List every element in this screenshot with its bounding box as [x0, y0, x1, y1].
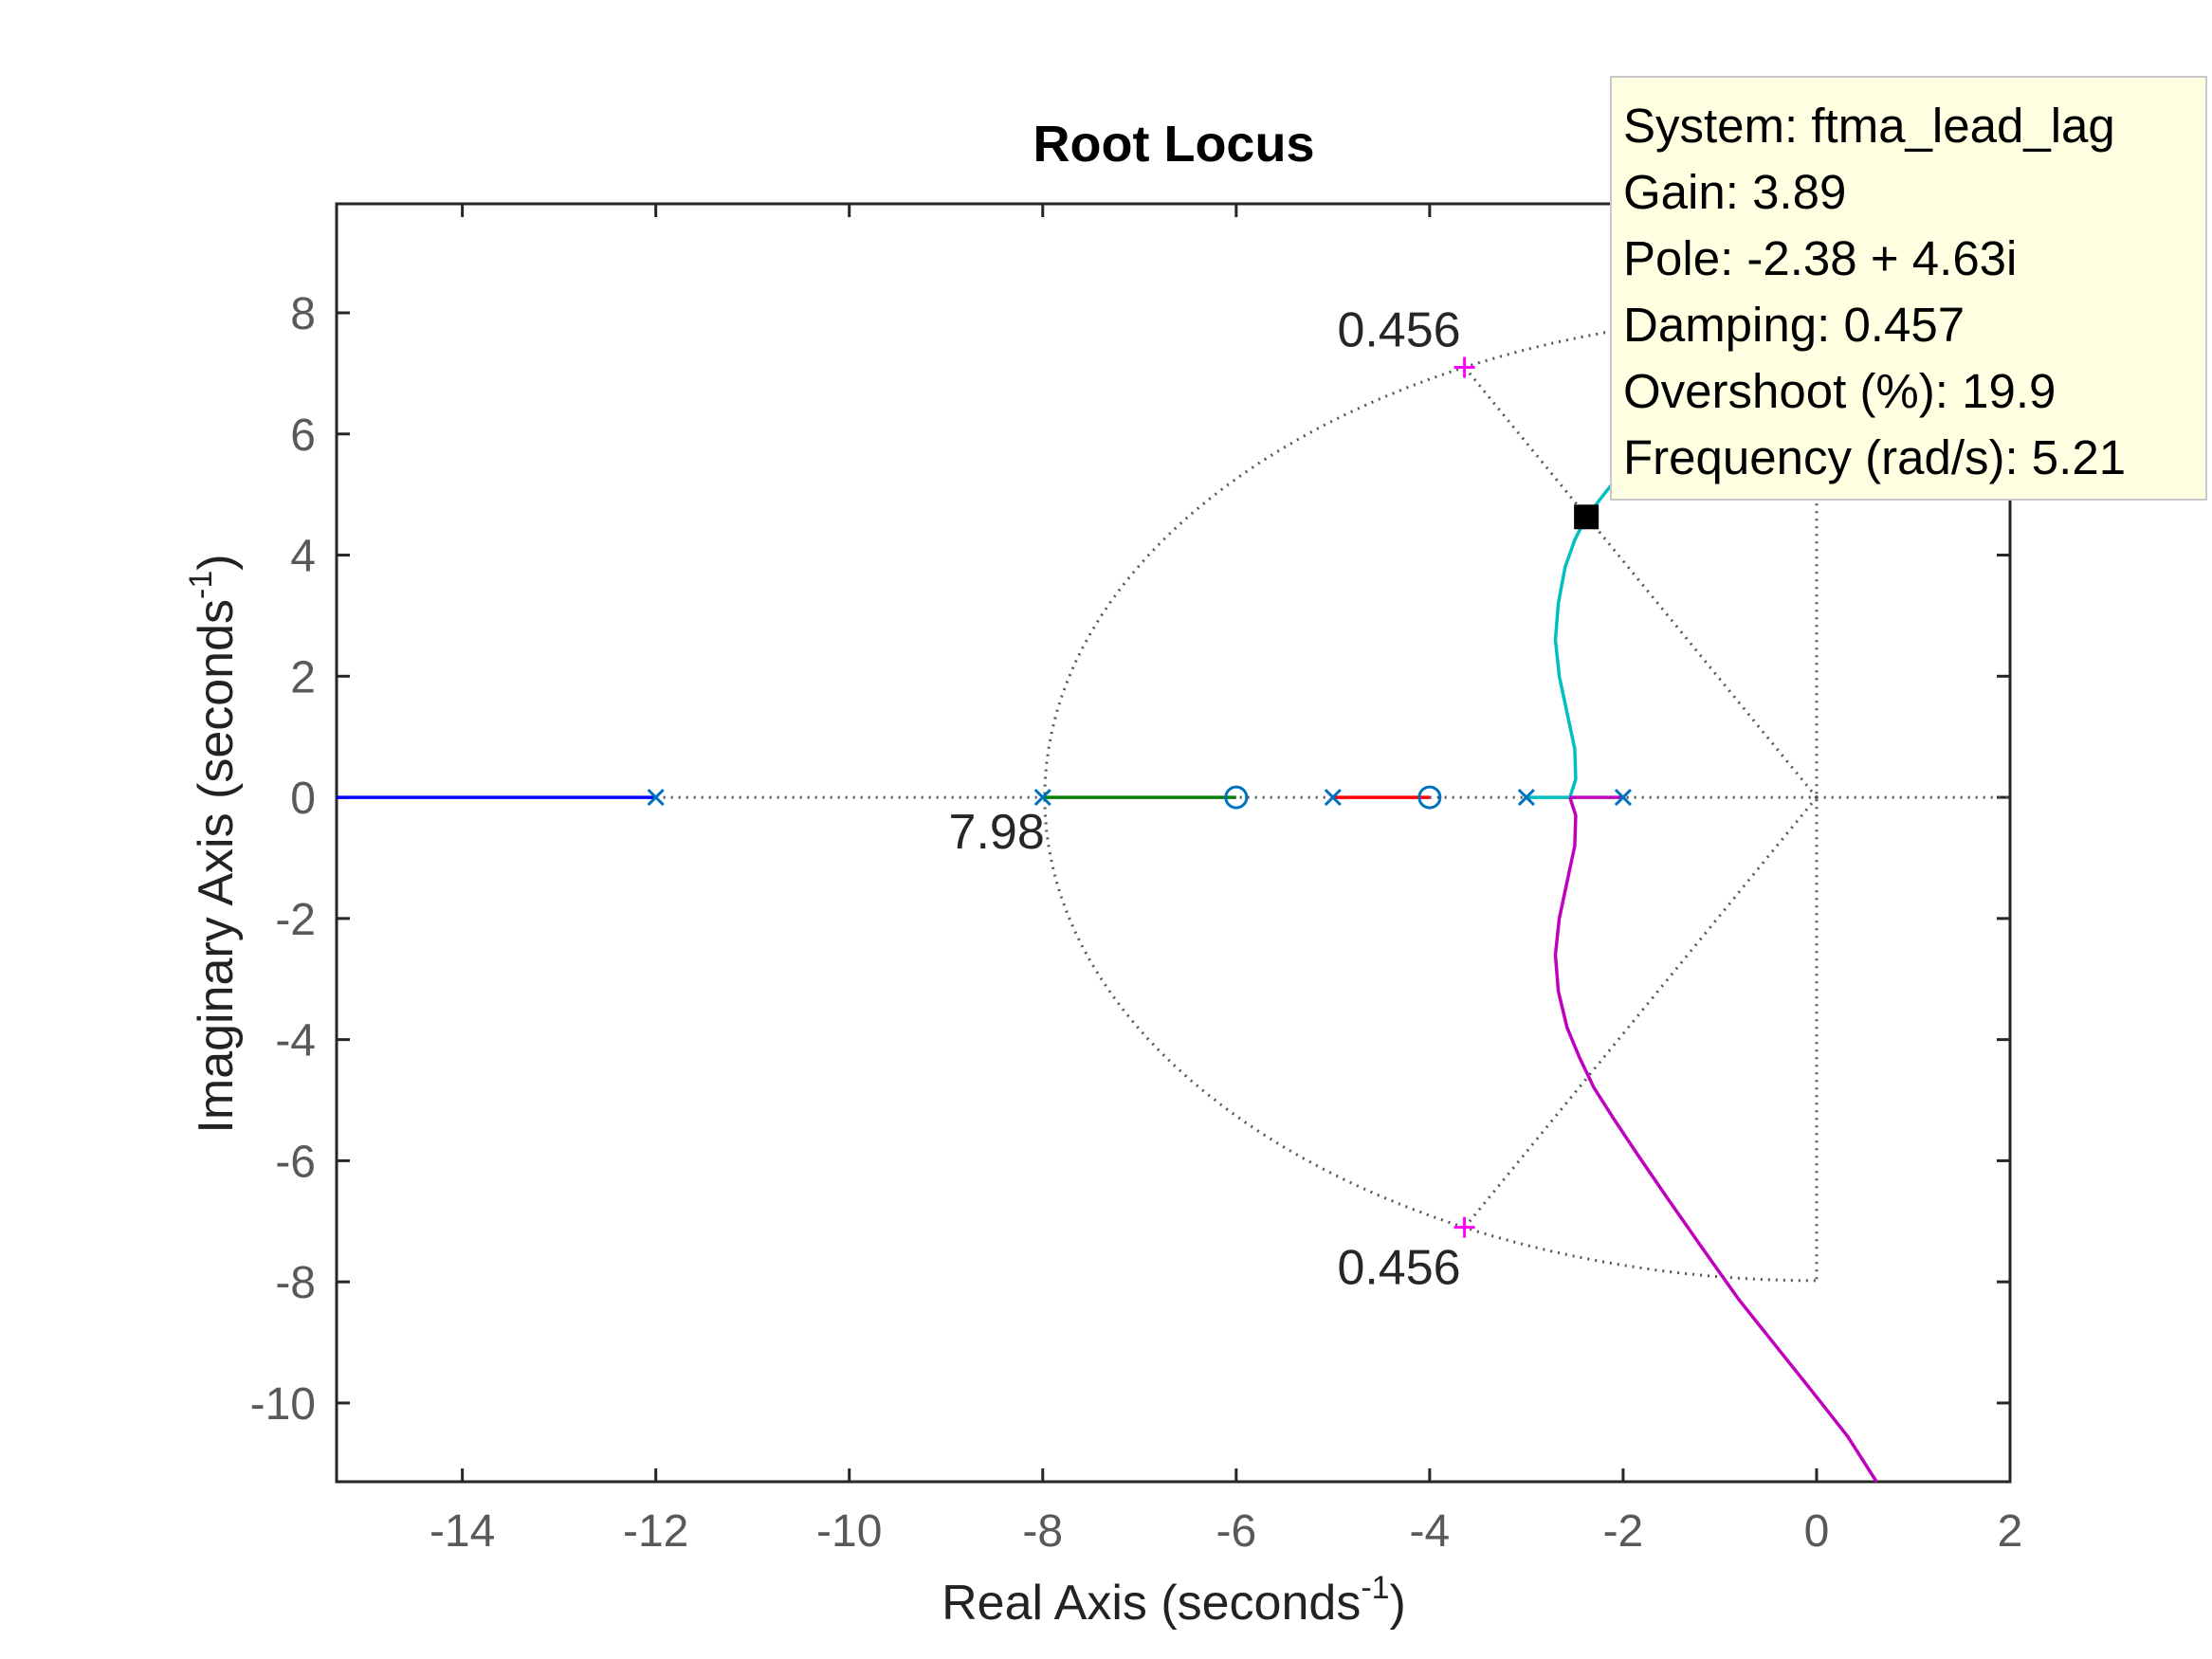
data-tip[interactable]: System: ftma_lead_lag Gain: 3.89 Pole: -…	[1610, 76, 2207, 501]
x-tick-label: -10	[816, 1506, 882, 1557]
datatip-damping: Damping: 0.457	[1623, 298, 1965, 352]
x-tick-label: -6	[1216, 1506, 1256, 1557]
datatip-gain: Gain: 3.89	[1623, 165, 1847, 219]
design-point-marker	[1453, 1216, 1475, 1238]
y-tick-label: 2	[290, 652, 316, 702]
x-tick-label: -12	[623, 1506, 688, 1557]
damping-ray-upper	[1463, 366, 1819, 799]
pole-marker	[1517, 789, 1535, 807]
pole-marker	[1033, 789, 1051, 807]
x-tick-label: 0	[1804, 1506, 1830, 1557]
x-tick-label: -14	[430, 1506, 495, 1557]
design-point-marker	[1453, 356, 1475, 378]
datatip-system: System: ftma_lead_lag	[1623, 99, 2115, 153]
y-tick-label: -10	[250, 1379, 316, 1430]
y-tick-label: -2	[275, 895, 316, 945]
pole-marker	[1614, 789, 1632, 807]
damping-ray-lower	[1463, 796, 1819, 1229]
y-tick-label: 8	[290, 289, 316, 339]
locus-branch	[1526, 445, 1644, 799]
datatip-pole: Pole: -2.38 + 4.63i	[1623, 231, 2018, 285]
x-tick-label: -2	[1603, 1506, 1644, 1557]
zero-marker	[1417, 785, 1442, 810]
y-axis-label: Imaginary Axis (seconds-1)	[183, 554, 244, 1133]
x-tick-label: -4	[1410, 1506, 1451, 1557]
locus-branch	[1553, 796, 1878, 1483]
pole-marker	[647, 789, 665, 807]
y-tick-label: 0	[290, 774, 316, 824]
selected-pole-marker	[1574, 504, 1600, 530]
y-tick-label: -4	[275, 1016, 316, 1066]
datatip-frequency: Frequency (rad/s): 5.21	[1623, 430, 2127, 484]
damping-label-upper: 0.456	[1337, 302, 1460, 357]
y-tick-label: -6	[275, 1137, 316, 1187]
x-tick-label: 2	[1998, 1506, 2023, 1557]
damping-label-lower: 0.456	[1337, 1241, 1460, 1296]
datatip-overshoot: Overshoot (%): 19.9	[1623, 364, 2057, 418]
x-axis-label: Real Axis (seconds-1)	[941, 1570, 1406, 1631]
y-tick-label: 4	[290, 532, 316, 582]
frequency-label: 7.98	[949, 805, 1045, 860]
y-tick-label: 6	[290, 410, 316, 461]
y-tick-label: -8	[275, 1258, 316, 1308]
zero-marker	[1224, 785, 1249, 810]
x-tick-label: -8	[1022, 1506, 1063, 1557]
pole-marker	[1324, 789, 1342, 807]
chart-title: Root Locus	[1033, 116, 1315, 173]
